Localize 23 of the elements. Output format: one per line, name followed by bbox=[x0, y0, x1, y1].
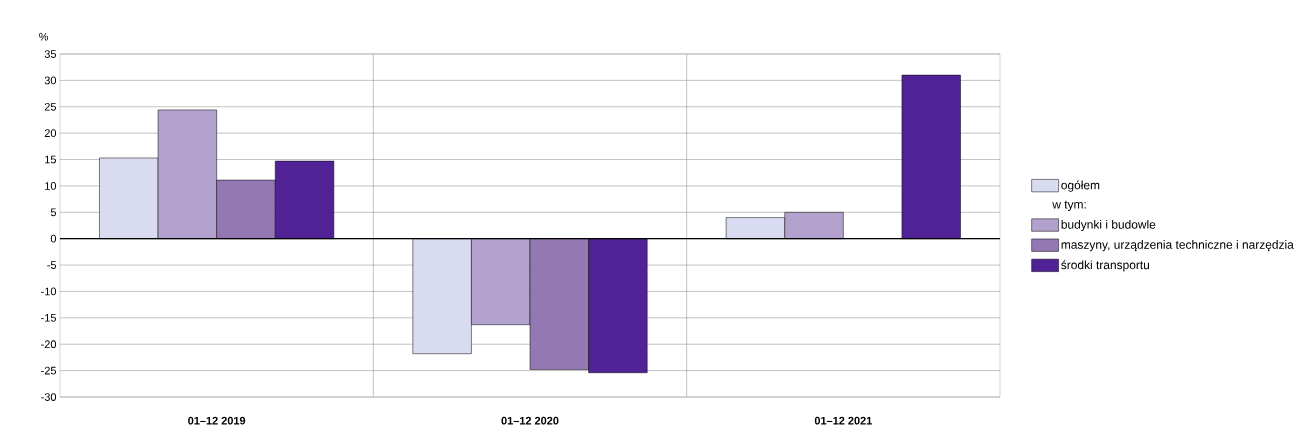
y-tick-label: 15 bbox=[45, 155, 57, 164]
y-tick-label: 35 bbox=[44, 50, 57, 58]
legend-label: budynki i budowle bbox=[1061, 219, 1156, 232]
y-tick-label: -20 bbox=[41, 340, 57, 349]
y-tick-label: 5 bbox=[50, 208, 57, 217]
legend-label: maszyny, urządzenia techniczne i narzędzia bbox=[1061, 240, 1294, 252]
x-tick-label: 01–12 2021 bbox=[814, 416, 872, 425]
y-tick-label: 30 bbox=[44, 76, 57, 85]
y-tick-label: 10 bbox=[45, 182, 57, 190]
y-tick-label: -5 bbox=[47, 261, 57, 269]
y-axis-title: % bbox=[39, 32, 49, 41]
y-tick-label: -25 bbox=[41, 366, 57, 375]
y-tick-label: -10 bbox=[41, 287, 57, 296]
y-tick-label: -15 bbox=[41, 314, 57, 322]
legend-label: środki transportu bbox=[1061, 260, 1150, 272]
y-tick-label: 0 bbox=[50, 234, 57, 243]
legend-label: ogółem bbox=[1061, 180, 1100, 192]
x-tick-label: 01–12 2020 bbox=[501, 416, 559, 425]
text: w tym: bbox=[1052, 200, 1086, 211]
y-tick-label: -30 bbox=[41, 393, 57, 401]
y-tick-label: 25 bbox=[44, 102, 57, 111]
y-tick-label: 20 bbox=[44, 129, 57, 138]
x-tick-label: 01–12 2019 bbox=[188, 416, 246, 425]
